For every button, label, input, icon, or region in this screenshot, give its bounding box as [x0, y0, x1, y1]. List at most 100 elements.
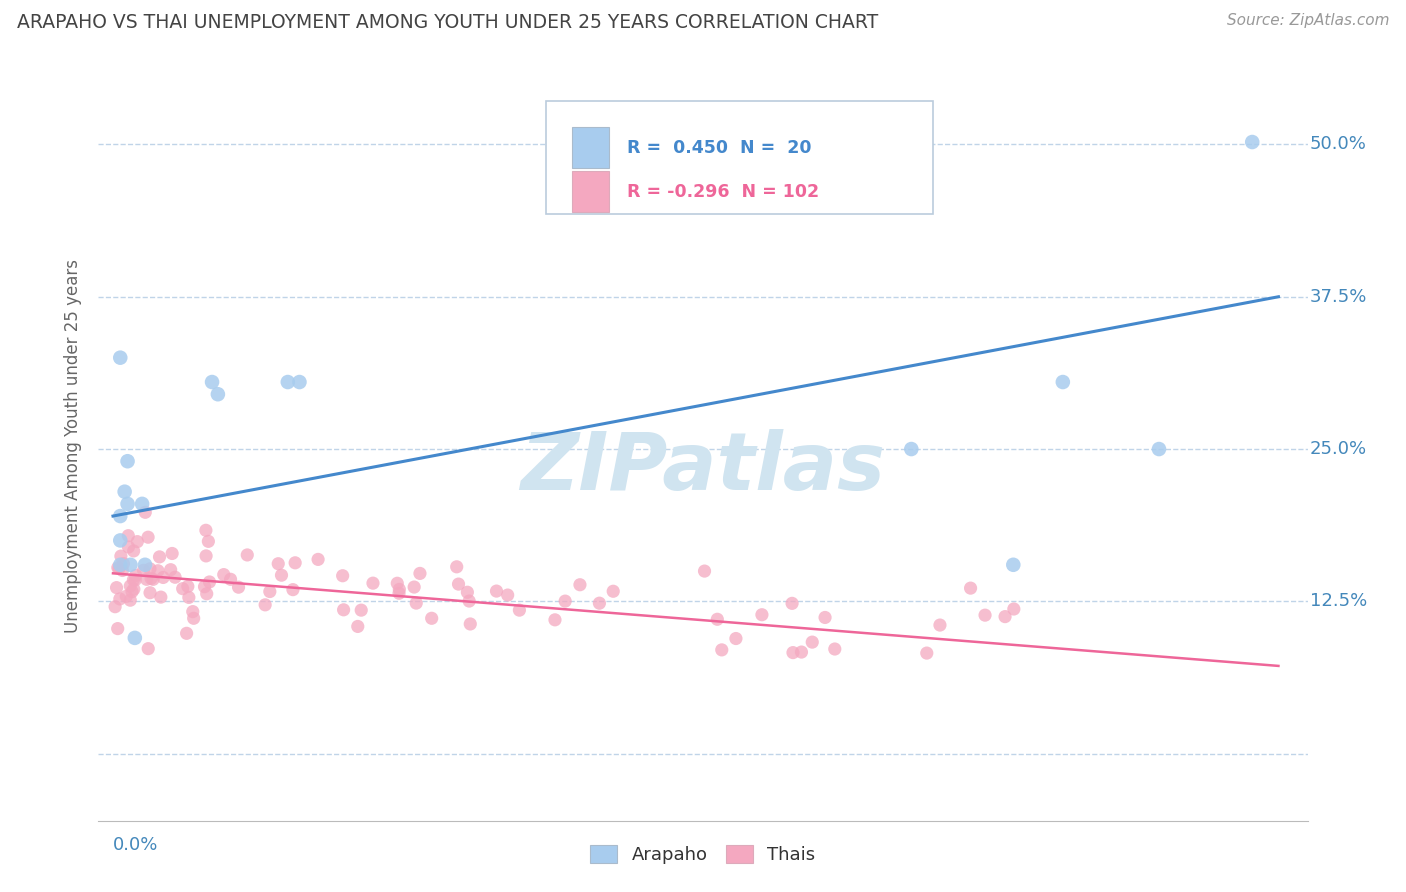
- Point: [120, 579, 142, 593]
- Point: [122, 582, 145, 596]
- Point: [288, 375, 311, 389]
- Text: Source: ZipAtlas.com: Source: ZipAtlas.com: [1226, 13, 1389, 29]
- Point: [780, 596, 803, 610]
- Point: [120, 558, 142, 572]
- Point: [108, 591, 131, 606]
- Point: [183, 611, 205, 625]
- Point: [387, 576, 409, 591]
- Text: R = -0.296  N = 102: R = -0.296 N = 102: [627, 183, 818, 201]
- Point: [420, 611, 443, 625]
- Point: [195, 587, 218, 601]
- Point: [117, 540, 139, 554]
- Point: [125, 568, 148, 582]
- Text: 0.0%: 0.0%: [112, 836, 159, 854]
- Point: [132, 563, 155, 577]
- Point: [801, 635, 824, 649]
- Point: [307, 552, 329, 566]
- Point: [710, 643, 733, 657]
- Point: [146, 564, 169, 578]
- Point: [270, 568, 292, 582]
- Point: [105, 581, 128, 595]
- Text: R =  0.450  N =  20: R = 0.450 N = 20: [627, 139, 811, 157]
- Point: [149, 590, 172, 604]
- Point: [228, 580, 250, 594]
- Point: [198, 574, 221, 589]
- Point: [267, 557, 290, 571]
- Point: [814, 610, 837, 624]
- Point: [724, 632, 747, 646]
- Point: [195, 549, 218, 563]
- Point: [121, 584, 143, 599]
- Point: [207, 387, 229, 401]
- Point: [110, 509, 132, 524]
- Point: [108, 561, 131, 575]
- Point: [332, 603, 354, 617]
- Point: [139, 562, 162, 576]
- Legend: Arapaho, Thais: Arapaho, Thais: [591, 845, 815, 864]
- Point: [254, 598, 277, 612]
- Text: 37.5%: 37.5%: [1310, 288, 1368, 306]
- Point: [117, 529, 139, 543]
- Point: [900, 442, 922, 456]
- Point: [915, 646, 938, 660]
- Point: [134, 558, 156, 572]
- Point: [181, 605, 204, 619]
- Point: [706, 612, 728, 626]
- FancyBboxPatch shape: [546, 102, 932, 214]
- Point: [508, 603, 530, 617]
- Text: 12.5%: 12.5%: [1310, 592, 1367, 610]
- Point: [114, 484, 136, 499]
- Point: [142, 573, 165, 587]
- Point: [201, 375, 224, 389]
- Point: [346, 619, 368, 633]
- Point: [568, 578, 591, 592]
- Point: [148, 549, 170, 564]
- Point: [194, 524, 217, 538]
- Point: [122, 544, 145, 558]
- Point: [107, 622, 129, 636]
- Point: [236, 548, 259, 562]
- Point: [350, 603, 373, 617]
- Point: [152, 570, 174, 584]
- Point: [284, 556, 307, 570]
- Point: [212, 567, 235, 582]
- Point: [388, 586, 411, 600]
- Point: [159, 563, 181, 577]
- Point: [409, 566, 432, 581]
- Point: [404, 580, 426, 594]
- Point: [136, 641, 159, 656]
- Point: [782, 646, 804, 660]
- Point: [1052, 375, 1074, 389]
- Point: [176, 626, 198, 640]
- Point: [959, 581, 981, 595]
- Point: [135, 572, 157, 586]
- Point: [165, 570, 187, 584]
- Point: [115, 590, 138, 604]
- Point: [751, 607, 773, 622]
- Point: [361, 576, 384, 591]
- Point: [405, 596, 427, 610]
- Point: [588, 596, 610, 610]
- Text: 25.0%: 25.0%: [1310, 440, 1367, 458]
- Point: [110, 533, 132, 548]
- Point: [136, 530, 159, 544]
- FancyBboxPatch shape: [572, 171, 609, 212]
- Point: [110, 351, 132, 365]
- Point: [104, 599, 127, 614]
- Point: [110, 558, 132, 572]
- Point: [485, 584, 508, 599]
- Point: [994, 609, 1017, 624]
- Point: [172, 582, 194, 596]
- Point: [139, 585, 162, 599]
- Point: [277, 375, 299, 389]
- Text: ARAPAHO VS THAI UNEMPLOYMENT AMONG YOUTH UNDER 25 YEARS CORRELATION CHART: ARAPAHO VS THAI UNEMPLOYMENT AMONG YOUTH…: [17, 13, 879, 32]
- Point: [160, 546, 183, 560]
- Point: [929, 618, 952, 632]
- Point: [602, 584, 624, 599]
- Point: [117, 497, 139, 511]
- Point: [447, 577, 470, 591]
- Point: [974, 608, 997, 623]
- Point: [790, 645, 813, 659]
- Point: [332, 568, 354, 582]
- Point: [458, 594, 481, 608]
